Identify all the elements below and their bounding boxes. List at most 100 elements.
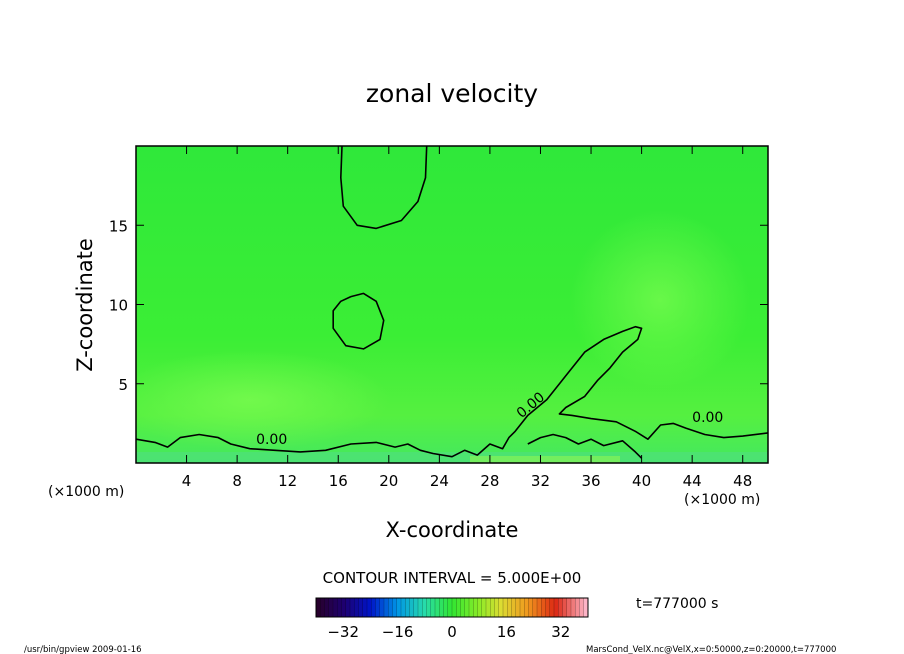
colorbar-swatch	[460, 598, 466, 617]
colorbar-tick-label: −16	[382, 623, 414, 641]
colorbar-swatch	[375, 598, 381, 617]
colorbar-swatch	[571, 598, 576, 617]
x-tick-label: 8	[232, 472, 242, 490]
x-axis-label: X-coordinate	[386, 518, 519, 542]
colorbar-swatch	[503, 598, 508, 617]
x-tick-label: 32	[531, 472, 550, 490]
colorbar-swatch	[558, 598, 563, 617]
colorbar-swatch	[528, 598, 534, 617]
x-tick-label: 24	[430, 472, 449, 490]
colorbar-swatch	[537, 598, 542, 617]
colorbar-swatch	[545, 598, 551, 617]
colorbar-swatch	[566, 598, 572, 617]
colorbar-swatch	[520, 598, 525, 617]
colorbar-swatch	[583, 598, 589, 617]
colorbar-swatch	[490, 598, 495, 617]
colorbar-ticks: −32 −16 0 16 32	[327, 623, 570, 641]
colorbar-swatch	[341, 598, 347, 617]
colorbar-swatch	[430, 598, 436, 617]
x-tick-label: 16	[329, 472, 348, 490]
colorbar-tick-label: 32	[551, 623, 570, 641]
colorbar-swatch	[324, 598, 330, 617]
colorbar-swatch	[511, 598, 517, 617]
colorbar-swatch	[384, 598, 389, 617]
colorbar-swatch	[371, 598, 376, 617]
colorbar-swatch	[405, 598, 410, 617]
colorbar-swatch	[456, 598, 461, 617]
colorbar-swatch	[507, 598, 512, 617]
colorbar-frame	[315, 597, 589, 618]
x-tick-label: 36	[581, 472, 600, 490]
colorbar	[315, 598, 589, 617]
x-unit-left: (×1000 m)	[48, 484, 124, 500]
colorbar-swatch	[515, 598, 521, 617]
colorbar-swatch	[541, 598, 546, 617]
chart-title: zonal velocity	[366, 79, 538, 108]
x-tick-label: 48	[733, 472, 752, 490]
colorbar-swatch	[328, 598, 334, 617]
colorbar-swatch	[481, 598, 487, 617]
colorbar-swatch	[477, 598, 483, 617]
field-light-patch	[136, 350, 390, 450]
colorbar-swatch	[388, 598, 393, 617]
x-tick-label: 12	[278, 472, 297, 490]
colorbar-swatch	[392, 598, 398, 617]
footer-left: /usr/bin/gpview 2009-01-16	[24, 645, 142, 654]
colorbar-swatch	[379, 598, 385, 617]
field-light-patch	[570, 210, 750, 390]
colorbar-swatch	[350, 598, 355, 617]
colorbar-swatch	[413, 598, 419, 617]
contour-line	[136, 325, 768, 458]
colorbar-swatch	[337, 598, 342, 617]
contour-line	[340, 146, 428, 230]
y-tick-label: 15	[109, 217, 128, 235]
x-tick-label: 28	[480, 472, 499, 490]
colorbar-swatch	[473, 598, 478, 617]
colorbar-swatch	[447, 598, 453, 617]
colorbar-swatch	[358, 598, 364, 617]
colorbar-swatch	[362, 598, 368, 617]
colorbar-swatch	[524, 598, 529, 617]
x-tick-label: 4	[182, 472, 192, 490]
zero-contours	[136, 146, 768, 459]
colorbar-tick-label: 0	[447, 623, 457, 641]
y-tick-label: 10	[109, 297, 128, 315]
colorbar-swatch	[320, 598, 325, 617]
y-tick-label: 5	[118, 376, 128, 394]
contour-label: 0.00	[256, 432, 287, 448]
colorbar-swatch	[418, 598, 423, 617]
footer-right: MarsCond_VelX.nc@VelX,x=0:50000,z=0:2000…	[586, 645, 836, 654]
plot-area	[136, 146, 768, 463]
contour-line	[332, 292, 385, 350]
colorbar-swatch	[401, 598, 406, 617]
colorbar-swatch	[345, 598, 351, 617]
colorbar-swatch	[498, 598, 504, 617]
x-axis-ticks: 4 8 12 16 20 24 28 32 36 40 44 48	[182, 146, 752, 490]
colorbar-swatch	[422, 598, 427, 617]
x-tick-label: 44	[683, 472, 702, 490]
colorbar-swatch	[426, 598, 432, 617]
colorbar-swatch	[439, 598, 444, 617]
contour-line	[527, 433, 643, 459]
colorbar-swatch	[435, 598, 440, 617]
colorbar-swatch	[452, 598, 457, 617]
colorbar-swatch	[367, 598, 372, 617]
colorbar-swatch	[464, 598, 470, 617]
colorbar-swatch	[333, 598, 338, 617]
colorbar-swatch	[562, 598, 568, 617]
colorbar-tick-label: −32	[327, 623, 359, 641]
colorbar-swatch	[409, 598, 415, 617]
colorbar-swatch	[579, 598, 585, 617]
colorbar-swatch	[554, 598, 559, 617]
near-ground-warm-patch	[470, 456, 620, 463]
colorbar-swatch	[396, 598, 402, 617]
y-axis-label: Z-coordinate	[73, 238, 97, 372]
y-axis-ticks: 5 10 15	[109, 217, 768, 394]
contour-label: 0.00	[692, 410, 723, 426]
colorbar-swatch	[316, 598, 321, 617]
colorbar-swatch	[494, 598, 500, 617]
colorbar-swatch	[575, 598, 580, 617]
contour-interval-text: CONTOUR INTERVAL = 5.000E+00	[323, 569, 582, 587]
colorbar-swatch	[549, 598, 555, 617]
